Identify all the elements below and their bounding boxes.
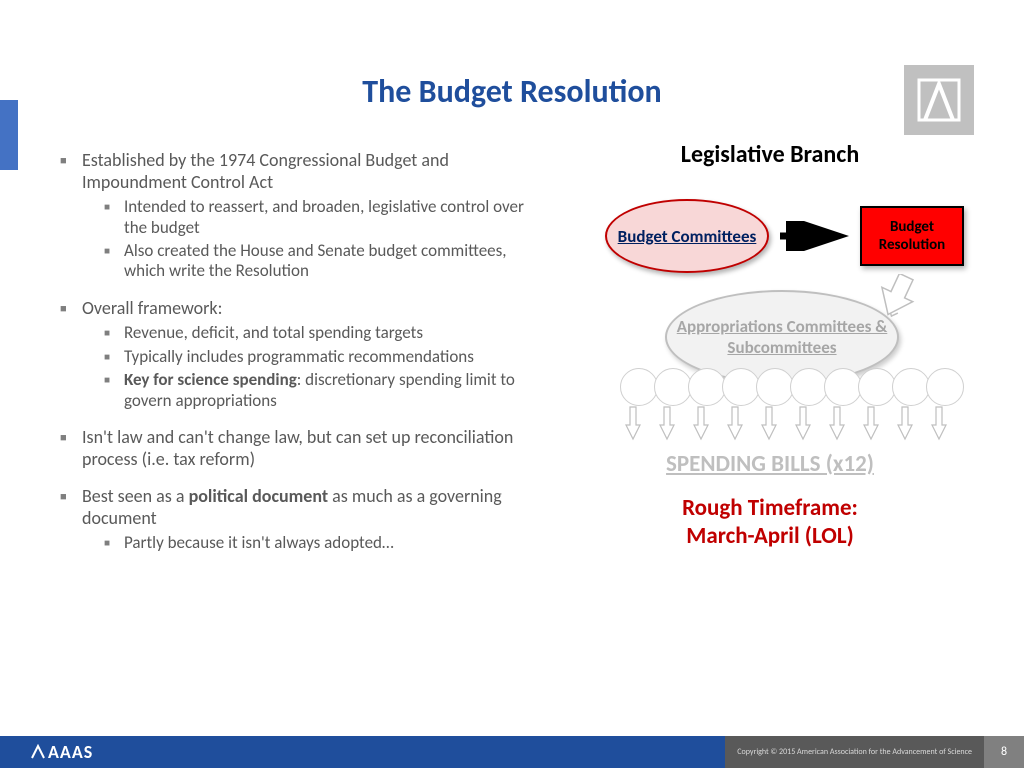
bullet-l2: Partly because it isn't always adopted… <box>104 533 540 553</box>
spending-bills-label: SPENDING BILLS (x12) <box>570 450 970 478</box>
bullet-l1: Established by the 1974 Congressional Bu… <box>60 150 540 282</box>
diagram-heading: Legislative Branch <box>570 140 970 169</box>
bullet-content: Established by the 1974 Congressional Bu… <box>60 150 540 570</box>
bullet-l1: Overall framework:Revenue, deficit, and … <box>60 298 540 411</box>
bullet-l2: Typically includes programmatic recommen… <box>104 347 540 367</box>
timeframe-label: Rough Timeframe:March-April (LOL) <box>570 495 970 550</box>
bullet-l2: Key for science spending: discretionary … <box>104 370 540 411</box>
bullet-l2: Revenue, deficit, and total spending tar… <box>104 323 540 343</box>
down-arrows-row <box>625 405 947 441</box>
copyright-text: Copyright © 2015 American Association fo… <box>725 736 984 768</box>
bullet-l2: Intended to reassert, and broaden, legis… <box>104 197 540 238</box>
footer-bar: AAAS Copyright © 2015 American Associati… <box>0 736 1024 768</box>
page-number: 8 <box>984 736 1024 768</box>
footer-logo: AAAS <box>30 741 93 763</box>
bullet-l1: Best seen as a political document as muc… <box>60 486 540 554</box>
arrow-icon <box>775 221 855 251</box>
bullet-l2: Also created the House and Senate budget… <box>104 241 540 282</box>
bullet-l1: Isn't law and can't change law, but can … <box>60 427 540 470</box>
subcommittee-circles <box>620 368 960 406</box>
budget-committees-node: Budget Committees <box>605 199 769 273</box>
budget-resolution-box: Budget Resolution <box>860 206 964 266</box>
slide-title: The Budget Resolution <box>0 72 1024 111</box>
diagram-area: Legislative Branch Budget Committees Bud… <box>570 140 970 289</box>
